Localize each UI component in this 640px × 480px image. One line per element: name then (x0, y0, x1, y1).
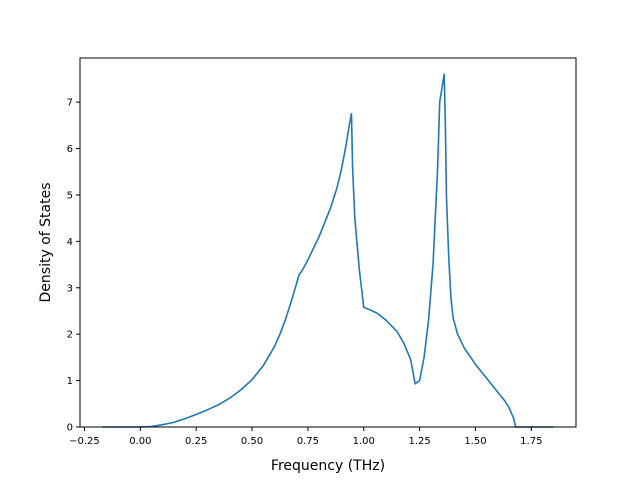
x-tick-label: 1.75 (520, 436, 542, 447)
y-tick-label: 4 (67, 237, 73, 248)
x-tick-label: 1.00 (353, 436, 375, 447)
y-tick-label: 5 (67, 190, 73, 201)
y-axis: 0 1 2 3 4 5 6 7 (67, 98, 80, 434)
series-line (102, 73, 554, 428)
x-tick-label: −0.25 (69, 436, 100, 447)
x-tick-label: 1.50 (464, 436, 486, 447)
y-tick-label: 3 (67, 283, 73, 294)
y-tick-label: 0 (67, 423, 73, 434)
x-tick-label: 0.25 (185, 436, 207, 447)
series-layer (102, 73, 554, 428)
y-tick-label: 6 (67, 144, 73, 155)
y-tick-label: 7 (67, 98, 73, 109)
x-tick-label: 1.25 (408, 436, 430, 447)
x-axis: −0.25 0.00 0.25 0.50 0.75 1.00 1.25 1.50 1.75 (69, 427, 542, 447)
x-tick-label: 0.00 (129, 436, 151, 447)
y-axis-title: Density of States (38, 183, 54, 303)
x-tick-label: 0.50 (241, 436, 263, 447)
x-tick-label: 0.75 (297, 436, 319, 447)
x-axis-title: Frequency (THz) (271, 458, 385, 474)
y-tick-label: 2 (67, 330, 73, 341)
y-tick-label: 1 (67, 376, 73, 387)
plot-frame (79, 57, 577, 428)
